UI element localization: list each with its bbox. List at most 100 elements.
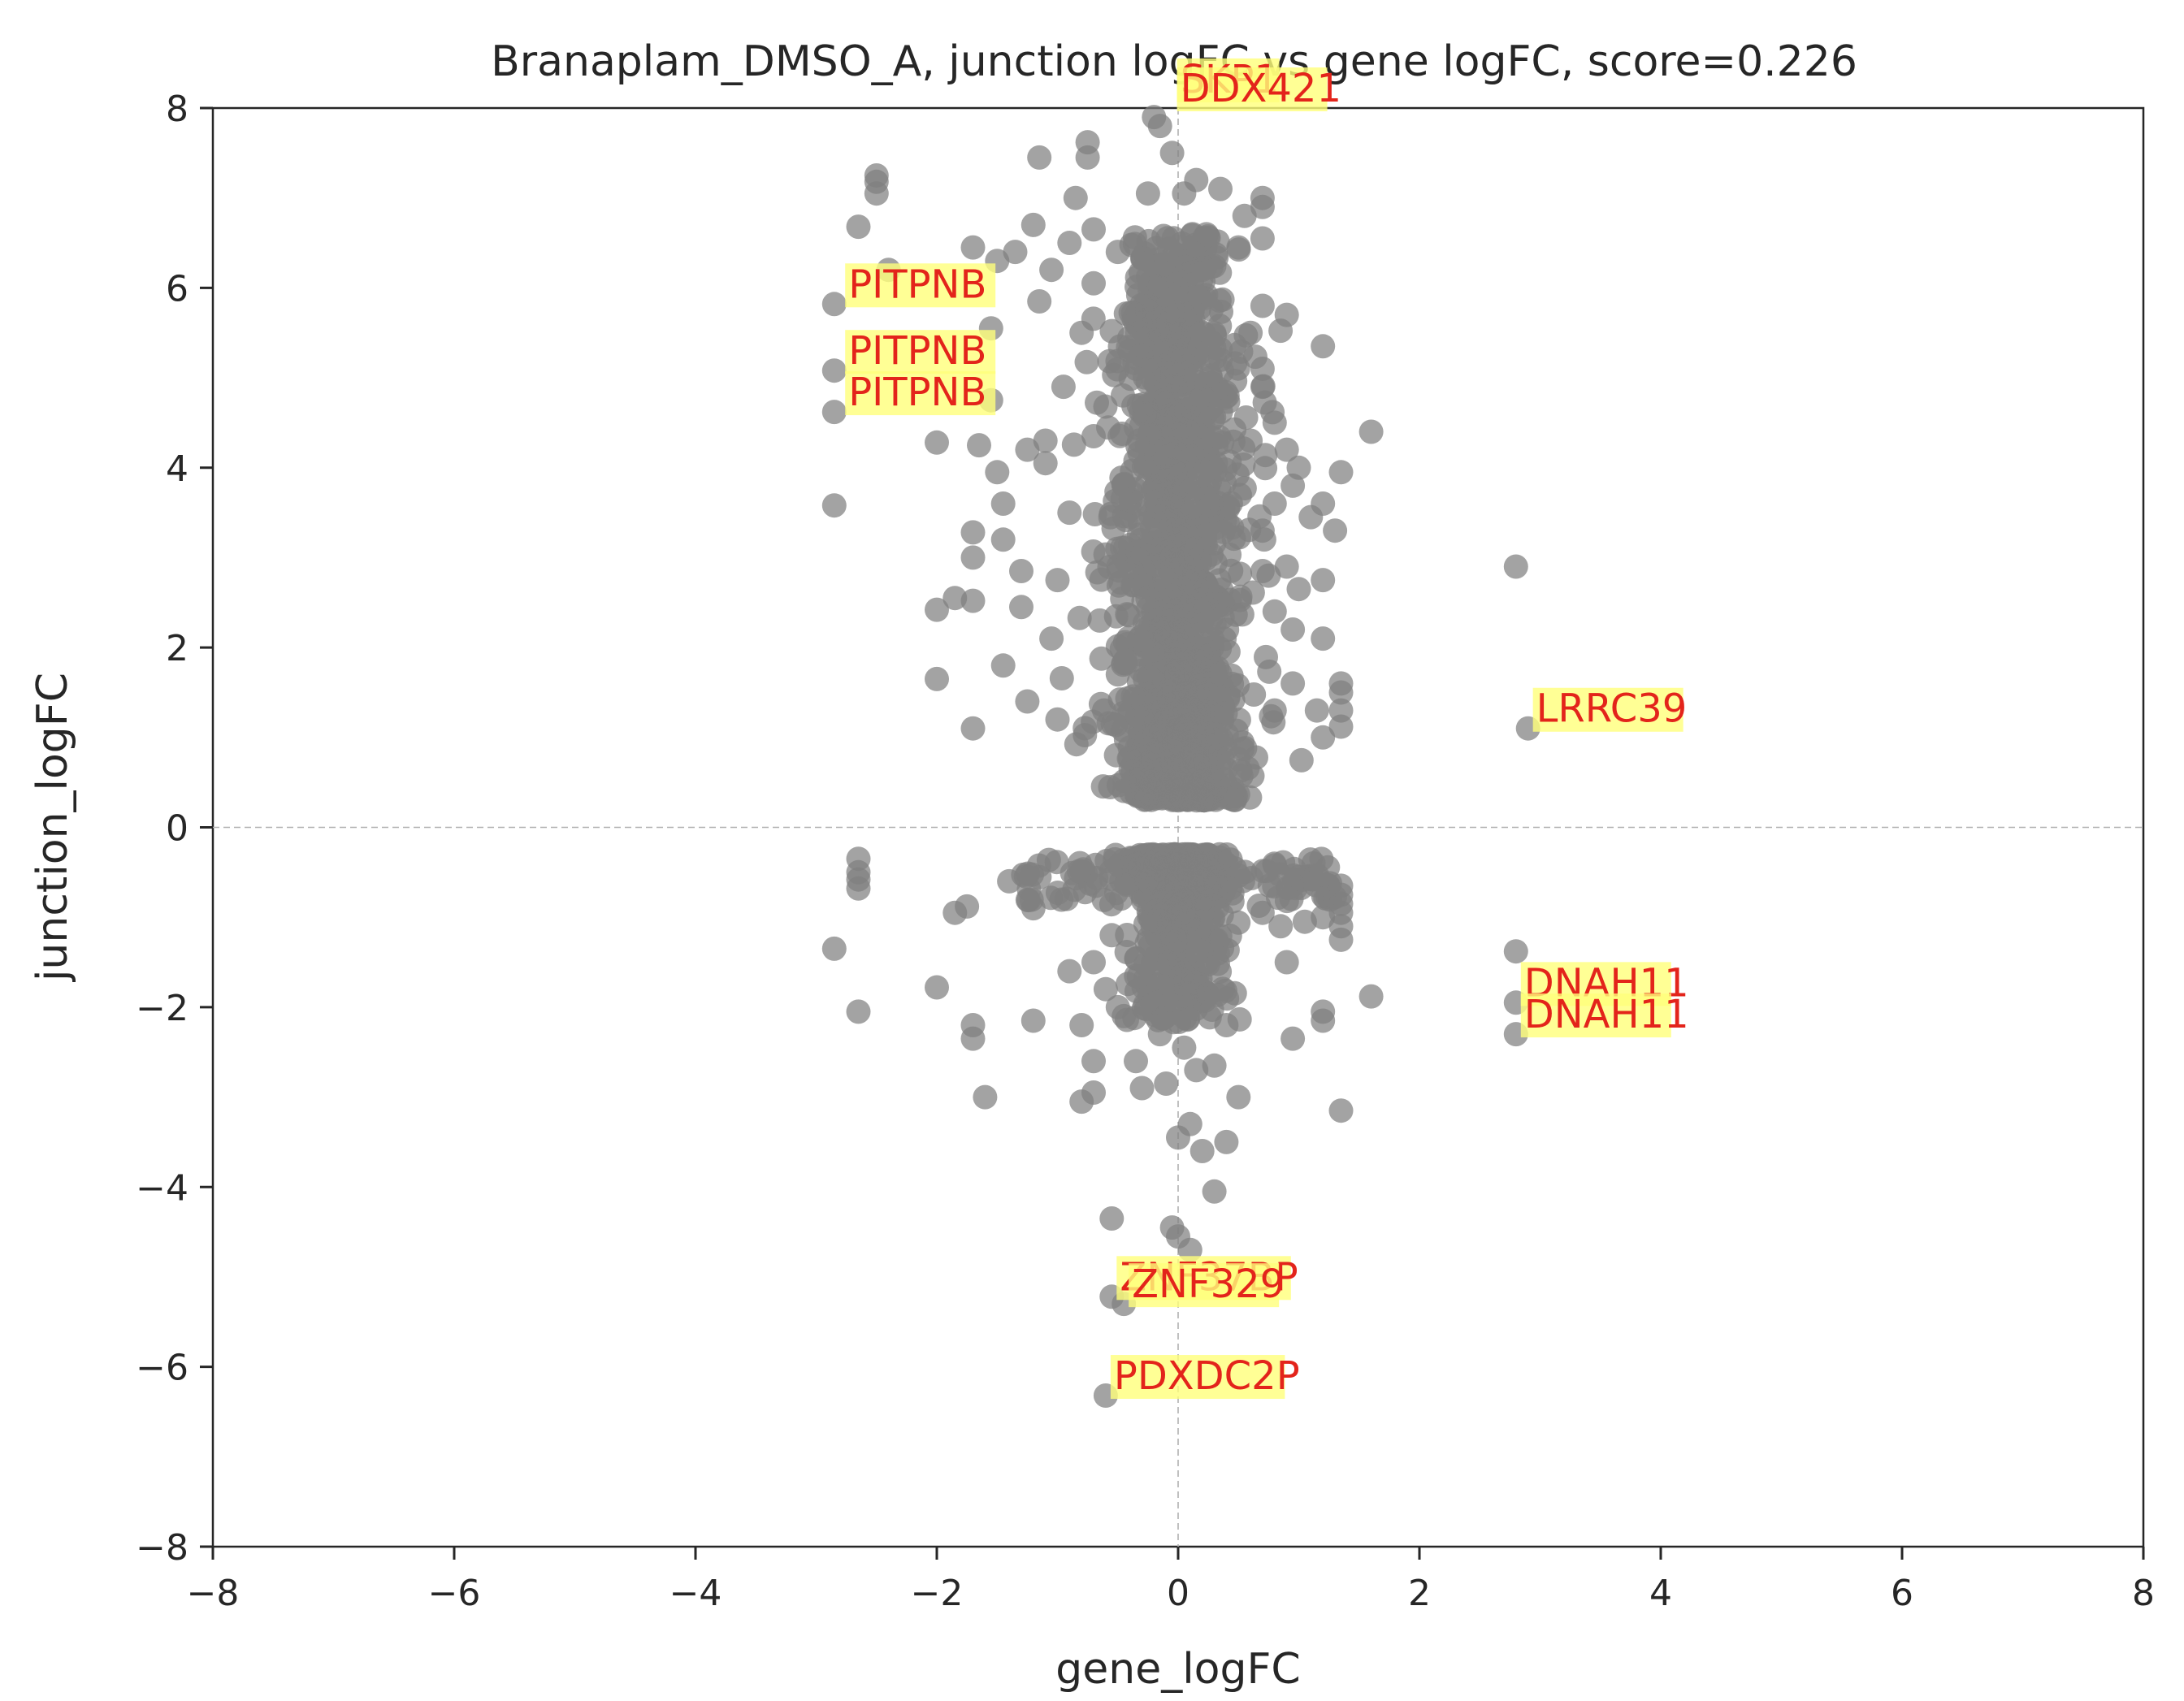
cloud-point xyxy=(1109,422,1134,446)
data-point xyxy=(1328,927,1354,952)
data-point xyxy=(1311,491,1336,516)
cloud-point xyxy=(1185,927,1211,952)
data-point xyxy=(1033,428,1058,453)
data-point xyxy=(1503,554,1528,579)
data-point xyxy=(1250,226,1275,251)
data-point xyxy=(1081,1080,1106,1105)
cloud-point xyxy=(1225,462,1250,487)
cloud-point xyxy=(1254,644,1278,669)
cloud-point xyxy=(1081,709,1106,734)
data-point xyxy=(1328,680,1354,705)
data-point xyxy=(1159,141,1185,166)
data-point xyxy=(960,716,986,741)
data-point xyxy=(990,653,1016,678)
cloud-point xyxy=(1124,265,1150,290)
data-point xyxy=(1045,568,1070,593)
cloud-point xyxy=(1146,907,1171,933)
cloud-point xyxy=(1196,682,1221,708)
cloud-point xyxy=(1054,886,1079,911)
cloud-point xyxy=(1098,775,1123,799)
cloud-point xyxy=(1093,394,1118,419)
data-point xyxy=(1112,1003,1137,1028)
cloud-point xyxy=(1228,339,1254,364)
data-point xyxy=(1238,320,1263,345)
cloud-point xyxy=(1137,421,1162,446)
annotation-box xyxy=(845,371,996,416)
data-point xyxy=(1226,235,1251,260)
cloud-point xyxy=(1210,430,1235,455)
cloud-point xyxy=(1159,466,1185,491)
data-points xyxy=(821,105,1540,1408)
cloud-point xyxy=(1173,331,1198,357)
data-point xyxy=(1250,518,1275,543)
data-point xyxy=(1009,559,1034,583)
cloud-point xyxy=(1211,519,1236,544)
cloud-point xyxy=(1164,928,1190,953)
data-point xyxy=(1039,258,1064,283)
y-tick-label: −8 xyxy=(136,1527,188,1569)
cloud-point xyxy=(1138,750,1162,775)
data-point xyxy=(1238,428,1263,453)
data-point xyxy=(1045,707,1070,732)
annotation-box xyxy=(845,330,996,374)
data-point xyxy=(821,358,847,383)
data-point xyxy=(1202,1179,1227,1204)
annotation-box xyxy=(1520,993,1671,1038)
data-point xyxy=(960,520,986,545)
data-point xyxy=(1250,374,1275,400)
data-point xyxy=(1274,302,1299,327)
data-point xyxy=(990,527,1016,552)
annotation: PITPNB xyxy=(845,370,996,416)
data-point xyxy=(1027,289,1052,314)
data-point xyxy=(1129,1076,1155,1101)
data-point xyxy=(967,433,991,458)
x-tick-label: 8 xyxy=(2132,1573,2155,1614)
cloud-point xyxy=(1194,644,1220,669)
data-point xyxy=(1105,240,1130,265)
cloud-point xyxy=(1298,847,1323,872)
data-point xyxy=(960,1026,986,1051)
cloud-point xyxy=(1180,299,1205,324)
data-point xyxy=(973,1084,998,1110)
data-point xyxy=(1081,424,1106,448)
cloud-point xyxy=(1242,682,1267,707)
data-point xyxy=(985,460,1010,485)
y-tick-label: 4 xyxy=(166,448,188,490)
cloud-point xyxy=(1135,586,1160,611)
cloud-point xyxy=(1156,403,1181,428)
data-point xyxy=(1311,334,1336,359)
data-point xyxy=(1184,167,1209,193)
annotation-label: LRRC39 xyxy=(1536,686,1688,732)
annotation-label: PITPNB xyxy=(848,370,986,415)
data-point xyxy=(990,491,1016,516)
cloud-point xyxy=(1114,940,1139,964)
data-point xyxy=(1262,599,1287,624)
annotation-box xyxy=(1176,67,1328,111)
data-point xyxy=(1226,1084,1251,1110)
cloud-point xyxy=(1148,516,1173,541)
data-point xyxy=(1009,595,1034,620)
cloud-point xyxy=(1289,747,1314,773)
data-point xyxy=(1190,1139,1215,1163)
x-tick-label: −8 xyxy=(187,1573,240,1614)
data-point xyxy=(1262,698,1287,723)
data-point xyxy=(925,666,949,691)
annotation: PDXDC2P xyxy=(1110,1353,1300,1400)
data-point xyxy=(1099,1206,1124,1231)
cloud-point xyxy=(1142,460,1167,485)
annotation: PITPNB xyxy=(845,328,996,374)
cloud-point xyxy=(1192,449,1216,474)
data-point xyxy=(846,876,871,901)
cloud-point xyxy=(1176,544,1202,569)
cloud-point xyxy=(1181,783,1207,808)
cloud-point xyxy=(1106,553,1131,578)
data-point xyxy=(960,235,986,260)
y-tick-label: 2 xyxy=(166,628,188,669)
cloud-point xyxy=(1107,853,1132,878)
data-point xyxy=(1020,896,1046,921)
cloud-point xyxy=(1143,972,1168,998)
cloud-point xyxy=(1082,502,1107,526)
y-tick-label: 0 xyxy=(166,808,188,850)
y-tick-label: −6 xyxy=(136,1348,188,1389)
cloud-point xyxy=(1190,975,1215,1000)
